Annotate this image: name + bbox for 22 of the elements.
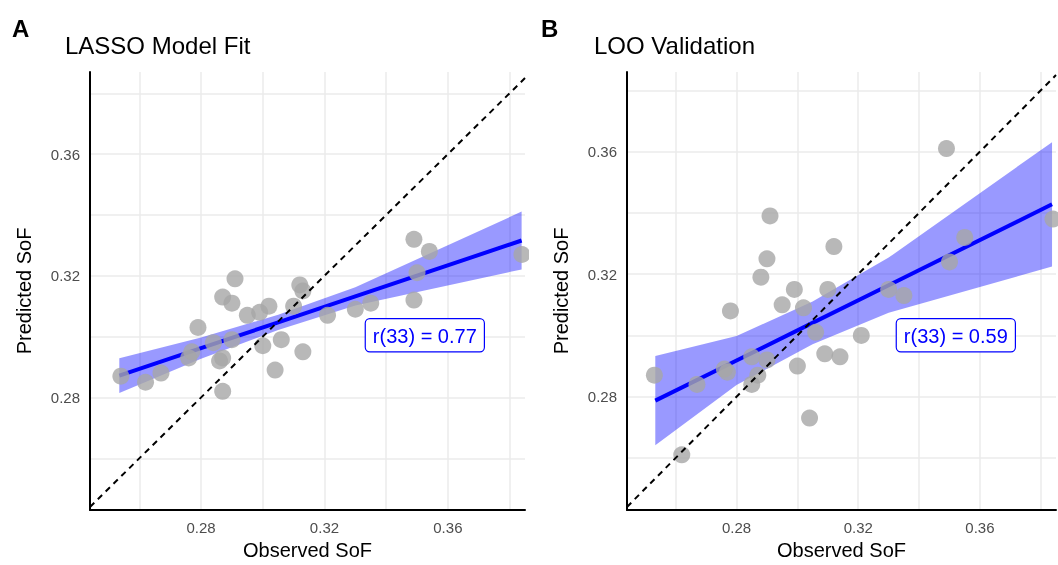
y-tick-label: 0.32 <box>587 265 617 283</box>
x-tick-label: 0.28 <box>186 519 216 536</box>
annotation: r(33) = 0.77 <box>372 325 477 348</box>
x-tick-label: 0.36 <box>433 519 463 536</box>
y-tick-label: 0.36 <box>587 143 617 161</box>
text: B <box>541 14 559 42</box>
y-tick-label: 0.36 <box>50 145 80 163</box>
x-tick-label: 0.36 <box>965 519 995 536</box>
chart-title: LOO Validation <box>594 31 755 59</box>
y-tick-label: 0.28 <box>50 388 80 406</box>
chart-title: LASSO Model Fit <box>65 31 251 59</box>
x-axis-title: Observed SoF <box>243 539 372 561</box>
y-tick-label: 0.32 <box>50 267 80 285</box>
x-axis-title: Observed SoF <box>777 539 906 561</box>
x-tick-label: 0.32 <box>843 519 873 536</box>
x-tick-label: 0.32 <box>309 519 340 536</box>
x-tick-label: 0.28 <box>721 519 752 536</box>
y-axis-title: Predicted SoF <box>13 227 35 355</box>
text: A <box>12 14 30 42</box>
annotation: r(33) = 0.59 <box>903 325 1008 348</box>
y-axis-title: Predicted SoF <box>550 227 572 355</box>
y-tick-label: 0.28 <box>587 388 617 406</box>
